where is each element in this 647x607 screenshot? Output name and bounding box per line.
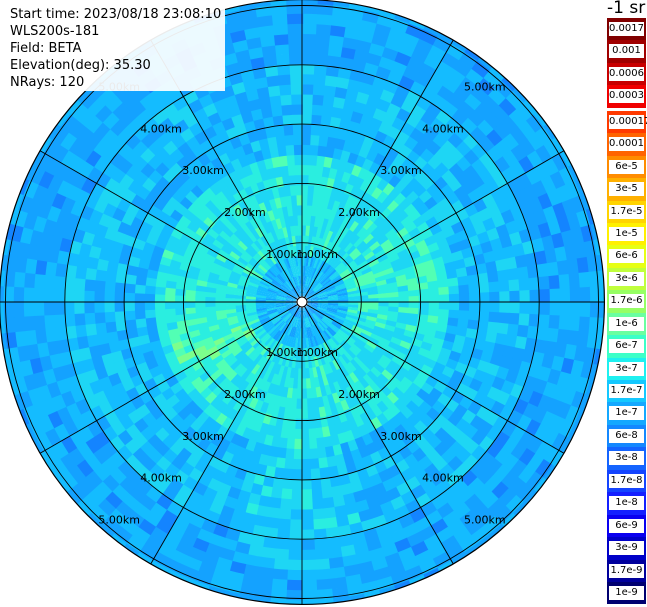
colorbar-label: 1.7e-8 <box>609 473 644 488</box>
colorbar-label: 0.00017 <box>609 114 647 129</box>
colorbar-label: 6e-9 <box>609 518 644 533</box>
range-label: 2.00km <box>338 388 380 401</box>
colorbar-cell: 6e-5 <box>607 155 646 179</box>
colorbar-cell: 0.0006 <box>607 62 646 86</box>
range-label: 5.00km <box>98 514 140 527</box>
field-name: Field: BETA <box>0 40 226 57</box>
azimuth-spoke <box>150 301 303 565</box>
range-label: 2.00km <box>224 206 266 219</box>
range-label: 1.00km <box>266 346 308 359</box>
range-label: 4.00km <box>422 472 464 485</box>
range-label: 3.00km <box>380 164 422 177</box>
colorbar-cell: 1e-5 <box>607 222 646 246</box>
colorbar-cell: 3e-6 <box>607 267 646 291</box>
colorbar-cell: 6e-7 <box>607 335 646 358</box>
range-label: 3.00km <box>182 164 224 177</box>
colorbar-cell: 6e-9 <box>607 514 646 538</box>
colorbar-label: 1.7e-7 <box>609 384 644 398</box>
colorbar-label: 0.001 <box>609 44 644 59</box>
range-label: 3.00km <box>380 430 422 443</box>
colorbar-cell: 1.7e-5 <box>607 200 646 223</box>
colorbar-cell: 1e-9 <box>607 581 646 605</box>
colorbar-label: 1.7e-5 <box>609 204 644 219</box>
range-label: 4.00km <box>422 122 464 135</box>
range-label: 5.00km <box>464 80 506 93</box>
colorbar-label: 3e-6 <box>609 271 644 286</box>
azimuth-spoke <box>301 301 565 454</box>
colorbar-cell: 0.0003 <box>607 85 646 108</box>
colorbar-cell: 3e-8 <box>607 447 646 470</box>
colorbar-label: 6e-5 <box>609 159 644 174</box>
azimuth-spoke <box>301 150 565 303</box>
colorbar-cell: 0.0017 <box>607 18 646 41</box>
colorbar-label: 1e-6 <box>609 316 644 331</box>
azimuth-spoke <box>39 150 303 303</box>
colorbar-label: 3e-5 <box>609 182 644 197</box>
elevation: Elevation(deg): 35.30 <box>0 57 226 74</box>
range-label: 4.00km <box>140 472 182 485</box>
colorbar-label: 1e-5 <box>609 226 644 241</box>
colorbar-cell: 0.0001 <box>607 133 646 156</box>
colorbar-cell: 1e-7 <box>607 402 646 425</box>
start-time: Start time: 2023/08/18 23:08:10 <box>0 6 226 23</box>
range-label: 1.00km <box>296 248 338 261</box>
device-name: WLS200s-181 <box>0 23 226 40</box>
range-label: 4.00km <box>140 122 182 135</box>
colorbar-label: 3e-9 <box>609 541 644 556</box>
colorbar-label: 6e-6 <box>609 249 644 264</box>
scan-info-box: Start time: 2023/08/18 23:08:10 WLS200s-… <box>0 6 226 91</box>
colorbar-cell: 6e-8 <box>607 424 646 448</box>
colorbar-cell: 1e-8 <box>607 492 646 515</box>
range-label: 5.00km <box>464 514 506 527</box>
colorbar-label: 0.0006 <box>609 66 644 81</box>
colorbar-label: 3e-7 <box>609 361 644 376</box>
colorbar-cell: 6e-6 <box>607 245 646 268</box>
colorbar-label: 0.0001 <box>609 137 644 152</box>
colorbar-label: 1e-7 <box>609 406 644 421</box>
nrays: NRays: 120 <box>0 74 226 91</box>
colorbar-label: 1.7e-9 <box>609 563 644 578</box>
colorbar-cell: 1e-6 <box>607 312 646 336</box>
colorbar-label: 0.0003 <box>609 89 644 104</box>
colorbar-cell: 3e-9 <box>607 537 646 560</box>
colorbar-label: 1e-8 <box>609 496 644 511</box>
colorbar: 0.0017 0.001 0.0006 0.0003 0.00017 0.0001 6e-5… <box>607 18 647 605</box>
polar-grid <box>0 0 605 605</box>
range-label: 1.00km <box>296 346 338 359</box>
colorbar-cell: 0.001 <box>607 40 646 63</box>
colorbar-label: 0.0017 <box>609 22 644 36</box>
colorbar-label: 3e-8 <box>609 451 644 466</box>
azimuth-spoke <box>301 301 454 565</box>
backscatter-cells <box>0 0 605 605</box>
range-label: 2.00km <box>338 206 380 219</box>
colorbar-label: 6e-8 <box>609 428 644 443</box>
colorbar-cell: 1.7e-9 <box>607 559 646 582</box>
colorbar-cell: 1.7e-7 <box>607 380 646 403</box>
colorbar-cell: 3e-5 <box>607 178 646 201</box>
colorbar-label: 1e-9 <box>609 585 644 600</box>
colorbar-title: -1 sr <box>607 0 646 18</box>
colorbar-cell: 0.00017 <box>607 110 647 134</box>
azimuth-spoke <box>39 301 303 454</box>
range-label: 2.00km <box>224 388 266 401</box>
azimuth-spoke <box>301 39 454 303</box>
range-label: 1.00km <box>266 248 308 261</box>
colorbar-cell: 1.7e-8 <box>607 469 646 493</box>
colorbar-label: 1.7e-6 <box>609 294 644 309</box>
colorbar-cell: 1.7e-6 <box>607 290 646 313</box>
center-marker <box>296 296 308 308</box>
colorbar-label: 6e-7 <box>609 339 644 354</box>
range-label: 3.00km <box>182 430 224 443</box>
colorbar-cell: 3e-7 <box>607 357 646 380</box>
